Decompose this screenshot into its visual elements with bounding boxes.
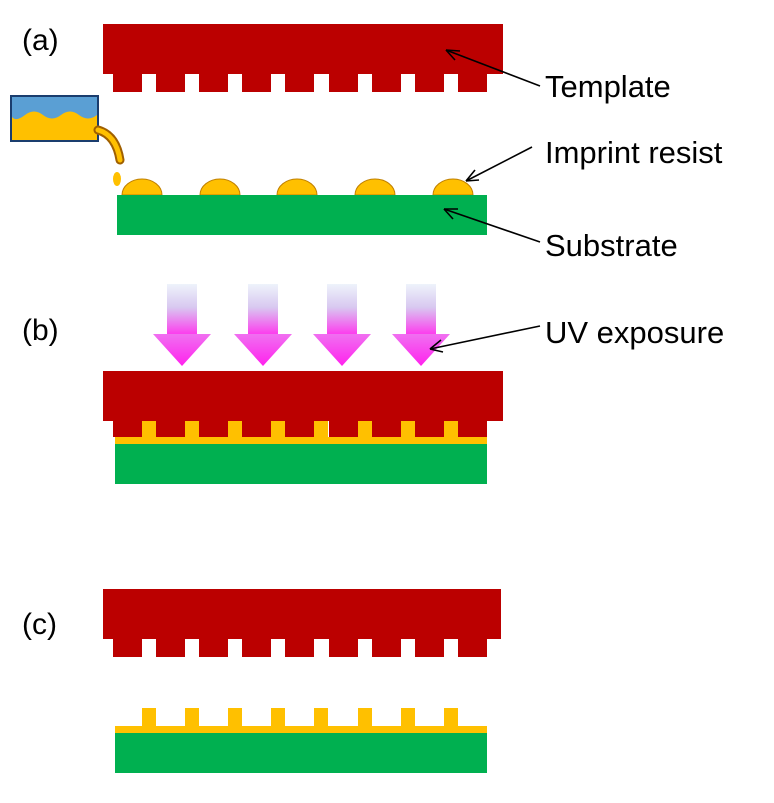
callout-arrows-a <box>443 49 541 243</box>
uv-arrow-icon <box>392 284 450 366</box>
template-tooth <box>113 74 142 92</box>
template-b-teeth <box>113 421 487 437</box>
template-tooth <box>458 421 487 437</box>
template-callout: Template <box>545 69 671 104</box>
panel-a-label: (a) <box>22 24 59 57</box>
template-tooth <box>415 74 444 92</box>
resist-feature <box>444 421 458 439</box>
resist-feature <box>314 708 328 727</box>
template-tooth <box>415 639 444 657</box>
template-a-teeth <box>113 74 487 92</box>
template-tooth <box>372 421 401 437</box>
resist-drop-icon <box>113 172 121 186</box>
resist-feature <box>358 421 372 439</box>
template-tooth <box>199 421 228 437</box>
template-tooth <box>156 639 185 657</box>
template-tooth <box>458 74 487 92</box>
panel-b-label: (b) <box>22 314 59 347</box>
template-tooth <box>285 421 314 437</box>
resist-feature <box>358 708 372 727</box>
panel-c: (c) <box>22 589 501 773</box>
template-tooth <box>242 74 271 92</box>
template-tooth <box>199 639 228 657</box>
uv-arrow-icon <box>234 284 292 366</box>
resist-feature <box>271 708 285 727</box>
template-tooth <box>372 74 401 92</box>
resist-feature <box>314 421 328 439</box>
uv-exposure-callout: UV exposure <box>545 315 724 350</box>
resist-feature <box>185 708 199 727</box>
template-tooth <box>242 639 271 657</box>
resist-feature <box>401 708 415 727</box>
resist-droplets <box>121 178 474 196</box>
panel-b: (b) <box>22 284 724 484</box>
resist-feature <box>228 708 242 727</box>
template-tooth <box>285 639 314 657</box>
resist-feature <box>185 421 199 439</box>
template-tooth <box>372 639 401 657</box>
resist-layer-b <box>115 421 487 445</box>
substrate-b <box>115 444 487 484</box>
panel-a: (a) <box>10 24 723 263</box>
uv-arrow-icon <box>313 284 371 366</box>
resist-feature <box>142 421 156 439</box>
template-tooth <box>156 74 185 92</box>
resist-b-features <box>142 421 458 439</box>
patterned-resist-c <box>115 708 487 734</box>
template-tooth <box>113 421 142 437</box>
resist-c-features <box>142 708 458 727</box>
substrate-c <box>115 733 487 773</box>
template-tooth <box>458 639 487 657</box>
template-tooth <box>329 74 358 92</box>
template-b <box>103 371 503 437</box>
template-c-teeth <box>113 639 487 657</box>
resist-dispenser-icon <box>10 95 125 186</box>
callout-arrow-b <box>429 325 541 353</box>
template-tooth <box>415 421 444 437</box>
resist-feature <box>142 708 156 727</box>
resist-feature <box>271 421 285 439</box>
panel-c-label: (c) <box>22 608 57 641</box>
substrate-a <box>117 195 487 235</box>
template-tooth <box>242 421 271 437</box>
template-a <box>103 24 503 92</box>
resist-feature <box>444 708 458 727</box>
template-tooth <box>329 639 358 657</box>
substrate-callout: Substrate <box>545 228 678 263</box>
template-tooth <box>156 421 185 437</box>
resist-feature <box>228 421 242 439</box>
uv-arrow-icon <box>153 284 211 366</box>
uv-arrows <box>153 284 450 366</box>
resist-feature <box>401 421 415 439</box>
template-tooth <box>285 74 314 92</box>
template-tooth <box>113 639 142 657</box>
template-tooth <box>199 74 228 92</box>
template-c <box>103 589 501 657</box>
imprint-resist-callout: Imprint resist <box>545 135 723 170</box>
template-tooth <box>329 421 358 437</box>
